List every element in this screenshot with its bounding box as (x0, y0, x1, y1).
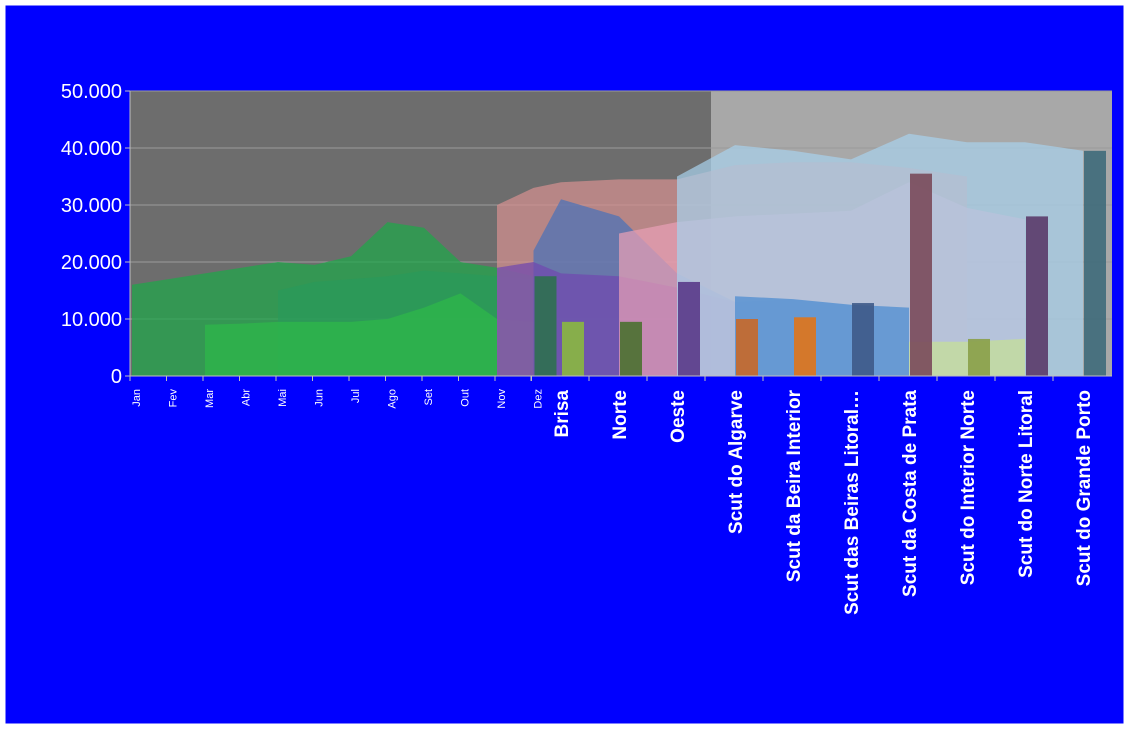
bar-10 (1084, 150, 1106, 376)
x-tick-label: Oeste (668, 390, 689, 443)
bar-0 (534, 276, 557, 376)
bars-layer (534, 150, 1106, 376)
x-tick-label: Dez (533, 389, 545, 409)
x-tick-label: Nov (496, 389, 508, 409)
area-chart: 0 10.000 20.000 30.000 40.000 50.000 Jan Fev Ma… (5, 5, 1124, 724)
bar-2 (620, 321, 642, 376)
x-tick-label: Set (423, 389, 435, 406)
bar-1 (562, 321, 584, 376)
bar-4 (736, 319, 758, 376)
y-axis-labels: 0 10.000 20.000 30.000 40.000 50.000 (61, 81, 122, 388)
y-tick-label: 0 (111, 366, 122, 388)
series-area-2 (205, 293, 534, 376)
x-tick-label: Mai (277, 389, 289, 407)
series-area-9 (909, 338, 1025, 376)
x-tick-label: Jul (350, 389, 362, 403)
bar-7 (910, 173, 932, 376)
axes (125, 90, 1112, 381)
y-tick-label: 50.000 (61, 81, 122, 103)
x-tick-label: Scut das Beiras Litoral… (842, 390, 863, 615)
chart-frame: 0 10.000 20.000 30.000 40.000 50.000 Jan Fev Ma… (5, 5, 1124, 724)
y-tick-label: 10.000 (61, 309, 122, 331)
x-tick-label: Scut do Algarve (726, 390, 747, 534)
x-tick-label: Fev (168, 389, 180, 408)
x-tick-label: Scut da Costa de Prata (900, 390, 921, 597)
x-axis-labels: Jan Fev Mar Abr Mai Jun Jul Ago Set Out Nov Dez Bris… (131, 389, 1095, 615)
x-tick-label: Scut do Grande Porto (1074, 390, 1095, 586)
x-tick-label: Jun (314, 389, 326, 407)
bar-9 (1026, 216, 1048, 376)
x-tick-label: Scut do Interior Norte (958, 390, 979, 585)
x-tick-label: Mar (204, 389, 216, 408)
bar-8 (968, 338, 990, 376)
x-tick-label: Norte (610, 390, 631, 440)
series-area-8 (735, 296, 909, 376)
y-tick-label: 30.000 (61, 195, 122, 217)
x-tick-label: Scut do Norte Litoral (1016, 390, 1037, 578)
bar-6 (852, 303, 874, 376)
x-tick-label: Brisa (552, 390, 573, 438)
x-tick-label: Jan (131, 389, 143, 407)
x-tick-label: Ago (387, 389, 399, 409)
y-tick-label: 20.000 (61, 252, 122, 274)
y-tick-label: 40.000 (61, 138, 122, 160)
x-tick-label: Scut da Beira Interior (784, 389, 805, 582)
x-tick-label: Abr (241, 389, 253, 406)
bar-3 (678, 281, 700, 376)
x-tick-label: Out (460, 389, 472, 407)
bar-5 (794, 317, 816, 376)
